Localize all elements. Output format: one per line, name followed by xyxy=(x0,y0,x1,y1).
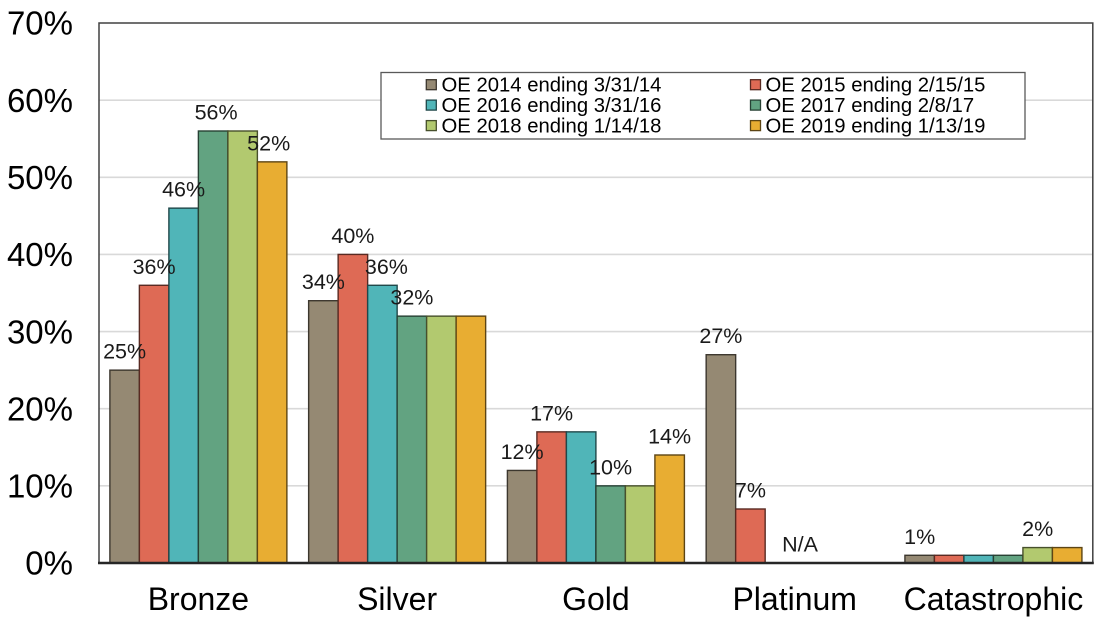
svg-text:20%: 20% xyxy=(7,390,73,427)
svg-text:7%: 7% xyxy=(735,479,766,503)
svg-text:40%: 40% xyxy=(331,224,374,248)
svg-text:N/A: N/A xyxy=(782,533,819,557)
svg-text:17%: 17% xyxy=(530,401,573,425)
svg-text:Bronze: Bronze xyxy=(148,581,249,617)
svg-text:50%: 50% xyxy=(7,159,73,196)
svg-text:1%: 1% xyxy=(904,525,935,549)
svg-text:Gold: Gold xyxy=(562,581,630,617)
svg-text:34%: 34% xyxy=(302,270,345,294)
svg-text:10%: 10% xyxy=(7,468,73,505)
svg-text:Platinum: Platinum xyxy=(732,581,857,617)
svg-text:52%: 52% xyxy=(247,131,290,155)
svg-text:27%: 27% xyxy=(699,324,742,348)
svg-text:12%: 12% xyxy=(501,440,544,464)
svg-text:OE 2016 ending 3/31/16: OE 2016 ending 3/31/16 xyxy=(442,95,662,117)
svg-text:2%: 2% xyxy=(1022,517,1053,541)
svg-text:Catastrophic: Catastrophic xyxy=(904,581,1084,617)
svg-text:25%: 25% xyxy=(103,340,146,364)
svg-text:OE 2019 ending 1/13/19: OE 2019 ending 1/13/19 xyxy=(766,116,986,138)
svg-text:36%: 36% xyxy=(365,255,408,279)
svg-text:Silver: Silver xyxy=(357,581,437,617)
svg-text:OE 2015 ending 2/15/15: OE 2015 ending 2/15/15 xyxy=(766,75,986,97)
svg-text:70%: 70% xyxy=(7,5,73,42)
svg-text:10%: 10% xyxy=(589,455,632,479)
svg-text:OE 2018 ending 1/14/18: OE 2018 ending 1/14/18 xyxy=(442,116,662,138)
svg-text:14%: 14% xyxy=(648,425,691,449)
svg-text:36%: 36% xyxy=(133,255,176,279)
svg-text:30%: 30% xyxy=(7,313,73,350)
svg-text:OE 2017 ending 2/8/17: OE 2017 ending 2/8/17 xyxy=(766,95,975,117)
svg-text:56%: 56% xyxy=(195,101,238,125)
svg-text:40%: 40% xyxy=(7,236,73,273)
svg-text:46%: 46% xyxy=(162,178,205,202)
svg-text:0%: 0% xyxy=(25,545,73,582)
svg-text:32%: 32% xyxy=(390,286,433,310)
svg-text:60%: 60% xyxy=(7,82,73,119)
svg-text:OE 2014 ending 3/31/14: OE 2014 ending 3/31/14 xyxy=(442,75,662,97)
